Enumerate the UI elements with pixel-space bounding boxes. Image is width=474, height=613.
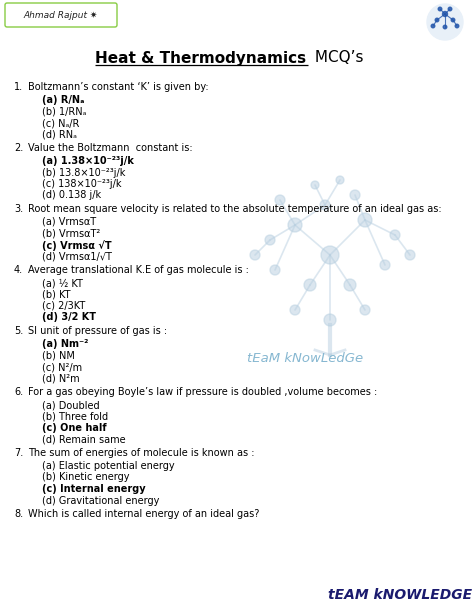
Text: (a) VrmsαT: (a) VrmsαT [42, 217, 96, 227]
Text: (b) 13.8×10⁻²³j/k: (b) 13.8×10⁻²³j/k [42, 167, 126, 178]
Text: (d) Vrmsα1/√T: (d) Vrmsα1/√T [42, 251, 112, 262]
Text: (b) Kinetic energy: (b) Kinetic energy [42, 473, 129, 482]
Circle shape [448, 7, 452, 11]
Text: (d) Remain same: (d) Remain same [42, 435, 126, 444]
Circle shape [443, 25, 447, 29]
Text: (b) NM: (b) NM [42, 351, 75, 360]
Text: Root mean square velocity is related to the absolute temperature of an ideal gas: Root mean square velocity is related to … [28, 204, 442, 214]
Text: 8.: 8. [14, 509, 23, 519]
Circle shape [443, 12, 447, 17]
Text: The sum of energies of molecule is known as :: The sum of energies of molecule is known… [28, 448, 255, 458]
Circle shape [270, 265, 280, 275]
Text: (a) R/Nₐ: (a) R/Nₐ [42, 95, 84, 105]
Text: tEAM kNOWLEDGE: tEAM kNOWLEDGE [328, 588, 472, 602]
Circle shape [435, 18, 439, 22]
Text: (a) ½ KT: (a) ½ KT [42, 278, 83, 288]
Circle shape [336, 176, 344, 184]
Text: (b) Three fold: (b) Three fold [42, 411, 108, 422]
Text: (b) KT: (b) KT [42, 289, 71, 300]
Circle shape [380, 260, 390, 270]
Text: MCQ’s: MCQ’s [310, 50, 364, 66]
Circle shape [320, 200, 330, 210]
Circle shape [288, 218, 302, 232]
Text: (c) Nₐ/R: (c) Nₐ/R [42, 118, 79, 128]
Text: 7.: 7. [14, 448, 23, 458]
Text: (c) Internal energy: (c) Internal energy [42, 484, 146, 494]
Text: (a) Elastic potential energy: (a) Elastic potential energy [42, 461, 174, 471]
Circle shape [360, 305, 370, 315]
Circle shape [350, 190, 360, 200]
Circle shape [344, 279, 356, 291]
Text: 2.: 2. [14, 143, 23, 153]
Circle shape [275, 195, 285, 205]
Text: Which is called internal energy of an ideal gas?: Which is called internal energy of an id… [28, 509, 259, 519]
Text: (a) 1.38×10⁻²³j/k: (a) 1.38×10⁻²³j/k [42, 156, 134, 166]
Circle shape [311, 181, 319, 189]
Circle shape [250, 250, 260, 260]
Circle shape [290, 305, 300, 315]
Circle shape [358, 213, 372, 227]
Circle shape [405, 250, 415, 260]
Text: tEaM kNowLedGe: tEaM kNowLedGe [247, 351, 363, 365]
Text: For a gas obeying Boyle’s law if pressure is doubled ,volume becomes :: For a gas obeying Boyle’s law if pressur… [28, 387, 377, 397]
Circle shape [431, 24, 435, 28]
Circle shape [455, 24, 459, 28]
Text: (c) 138×10⁻²³j/k: (c) 138×10⁻²³j/k [42, 179, 121, 189]
Text: (c) One half: (c) One half [42, 423, 107, 433]
Text: Average translational K.E of gas molecule is :: Average translational K.E of gas molecul… [28, 265, 249, 275]
Circle shape [390, 230, 400, 240]
Text: (b) 1/RNₐ: (b) 1/RNₐ [42, 107, 86, 116]
Circle shape [438, 7, 442, 11]
Text: (a) Doubled: (a) Doubled [42, 400, 100, 410]
Text: Boltzmann’s constant ‘K’ is given by:: Boltzmann’s constant ‘K’ is given by: [28, 82, 209, 92]
Text: (b) VrmsαT²: (b) VrmsαT² [42, 229, 100, 238]
Text: Heat & Thermodynamics: Heat & Thermodynamics [95, 50, 306, 66]
Circle shape [304, 279, 316, 291]
Text: 5.: 5. [14, 326, 23, 336]
Text: Ahmad Rajput ✷: Ahmad Rajput ✷ [24, 12, 98, 20]
Text: (a) Nm⁻²: (a) Nm⁻² [42, 339, 88, 349]
Circle shape [321, 246, 339, 264]
Text: Value the Boltzmann  constant is:: Value the Boltzmann constant is: [28, 143, 192, 153]
FancyBboxPatch shape [5, 3, 117, 27]
Circle shape [451, 18, 455, 22]
Text: (c) N²/m: (c) N²/m [42, 362, 82, 372]
Circle shape [324, 314, 336, 326]
Text: SI unit of pressure of gas is :: SI unit of pressure of gas is : [28, 326, 167, 336]
Text: (c) Vrmsα √T: (c) Vrmsα √T [42, 240, 111, 251]
Text: 6.: 6. [14, 387, 23, 397]
Text: 3.: 3. [14, 204, 23, 214]
Circle shape [427, 4, 463, 40]
Text: 4.: 4. [14, 265, 23, 275]
Text: (d) Gravitational energy: (d) Gravitational energy [42, 495, 159, 506]
Text: (d) RNₐ: (d) RNₐ [42, 129, 77, 140]
Text: 1.: 1. [14, 82, 23, 92]
Text: (d) 3/2 KT: (d) 3/2 KT [42, 313, 96, 322]
Circle shape [265, 235, 275, 245]
Text: (c) 2/3KT: (c) 2/3KT [42, 301, 85, 311]
Text: (d) 0.138 j/k: (d) 0.138 j/k [42, 191, 101, 200]
Text: (d) N²m: (d) N²m [42, 373, 80, 384]
